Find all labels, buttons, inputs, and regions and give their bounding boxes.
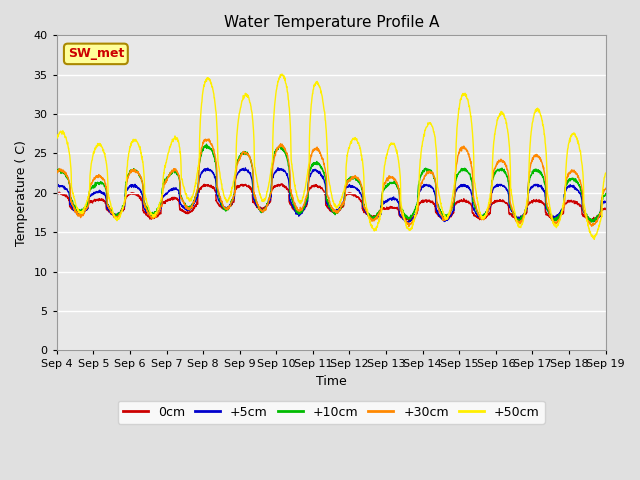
+50cm (53, 135, 61, 141)
+50cm (278, 71, 286, 77)
+10cm (359, 202, 367, 207)
+30cm (492, 166, 499, 172)
+10cm (554, 216, 561, 222)
+30cm (205, 136, 213, 142)
0cm (206, 183, 214, 189)
Line: +10cm: +10cm (57, 144, 605, 222)
Legend: 0cm, +5cm, +10cm, +30cm, +50cm: 0cm, +5cm, +10cm, +30cm, +50cm (118, 401, 545, 424)
+5cm (53, 183, 61, 189)
+5cm (348, 184, 355, 190)
+50cm (359, 166, 367, 171)
+30cm (569, 169, 577, 175)
+10cm (587, 219, 595, 225)
Line: 0cm: 0cm (57, 184, 605, 221)
+30cm (206, 138, 214, 144)
+10cm (491, 171, 499, 177)
0cm (492, 198, 499, 204)
0cm (278, 181, 285, 187)
0cm (602, 206, 609, 212)
+5cm (569, 184, 577, 190)
+50cm (569, 132, 577, 137)
+50cm (591, 237, 598, 242)
0cm (348, 192, 355, 197)
+5cm (274, 165, 282, 171)
+5cm (492, 184, 499, 190)
X-axis label: Time: Time (316, 375, 347, 388)
+5cm (206, 167, 214, 173)
Line: +50cm: +50cm (57, 74, 605, 240)
+10cm (53, 168, 61, 174)
Line: +5cm: +5cm (57, 168, 605, 223)
+50cm (491, 132, 499, 137)
+5cm (359, 204, 367, 210)
Title: Water Temperature Profile A: Water Temperature Profile A (223, 15, 439, 30)
+50cm (206, 78, 214, 84)
+5cm (554, 212, 561, 218)
+30cm (359, 192, 367, 197)
0cm (359, 207, 367, 213)
+50cm (554, 223, 561, 228)
+10cm (348, 176, 355, 181)
0cm (554, 214, 561, 220)
+10cm (602, 191, 609, 196)
+30cm (602, 185, 609, 191)
0cm (53, 191, 61, 197)
+10cm (569, 176, 577, 181)
+5cm (602, 199, 609, 204)
0cm (404, 218, 412, 224)
Text: SW_met: SW_met (68, 48, 124, 60)
+50cm (602, 170, 609, 176)
+10cm (203, 141, 211, 147)
0cm (569, 199, 577, 205)
Line: +30cm: +30cm (57, 139, 605, 227)
+30cm (348, 175, 355, 181)
+30cm (405, 224, 413, 229)
+30cm (554, 219, 561, 225)
+30cm (53, 170, 61, 176)
+50cm (348, 138, 355, 144)
+5cm (403, 220, 410, 226)
+10cm (206, 145, 214, 151)
Y-axis label: Temperature ( C): Temperature ( C) (15, 140, 28, 246)
